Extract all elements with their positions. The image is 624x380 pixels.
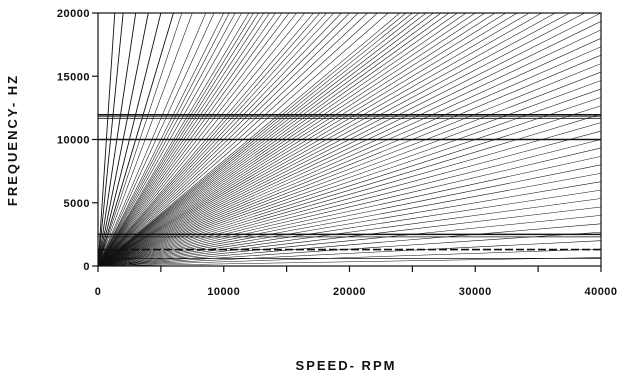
y-tick-label: 0	[83, 261, 90, 273]
order-line	[98, 147, 601, 266]
order-line	[98, 172, 601, 266]
order-line	[98, 215, 601, 266]
order-line	[98, 29, 601, 266]
order-line	[98, 97, 601, 266]
y-tick-label: 5000	[64, 198, 90, 210]
order-line	[98, 105, 601, 266]
plot-clip-group	[98, 13, 601, 266]
order-line	[98, 223, 601, 266]
order-line	[98, 231, 601, 266]
order-line	[98, 248, 601, 266]
x-axis-title: SPEED- RPM	[296, 358, 397, 373]
x-tick-label: 10000	[207, 286, 240, 298]
x-tick-label: 20000	[333, 286, 366, 298]
y-tick-label: 15000	[57, 71, 90, 83]
order-line	[98, 198, 601, 266]
order-line	[98, 46, 601, 266]
y-tick-label: 10000	[57, 135, 90, 147]
order-line	[98, 189, 601, 266]
order-line	[98, 38, 601, 266]
y-tick-label: 20000	[57, 8, 90, 20]
order-line	[98, 54, 601, 266]
order-line	[98, 122, 601, 266]
y-axis-title: FREQUENCY- HZ	[5, 74, 20, 206]
order-line	[98, 130, 601, 266]
order-line	[98, 181, 601, 266]
order-line	[98, 139, 601, 266]
x-tick-label: 40000	[584, 286, 617, 298]
x-tick-label: 0	[95, 286, 102, 298]
x-tick-label: 30000	[459, 286, 492, 298]
order-line	[98, 240, 601, 266]
order-line	[98, 257, 601, 266]
order-line	[98, 206, 601, 266]
order-line	[98, 63, 601, 266]
order-line	[98, 21, 601, 266]
axes: 0 5000 10000 15000 20000 0 10000 20000 30000 4000…	[57, 8, 617, 298]
plot-area	[98, 13, 601, 266]
order-line	[98, 156, 601, 266]
